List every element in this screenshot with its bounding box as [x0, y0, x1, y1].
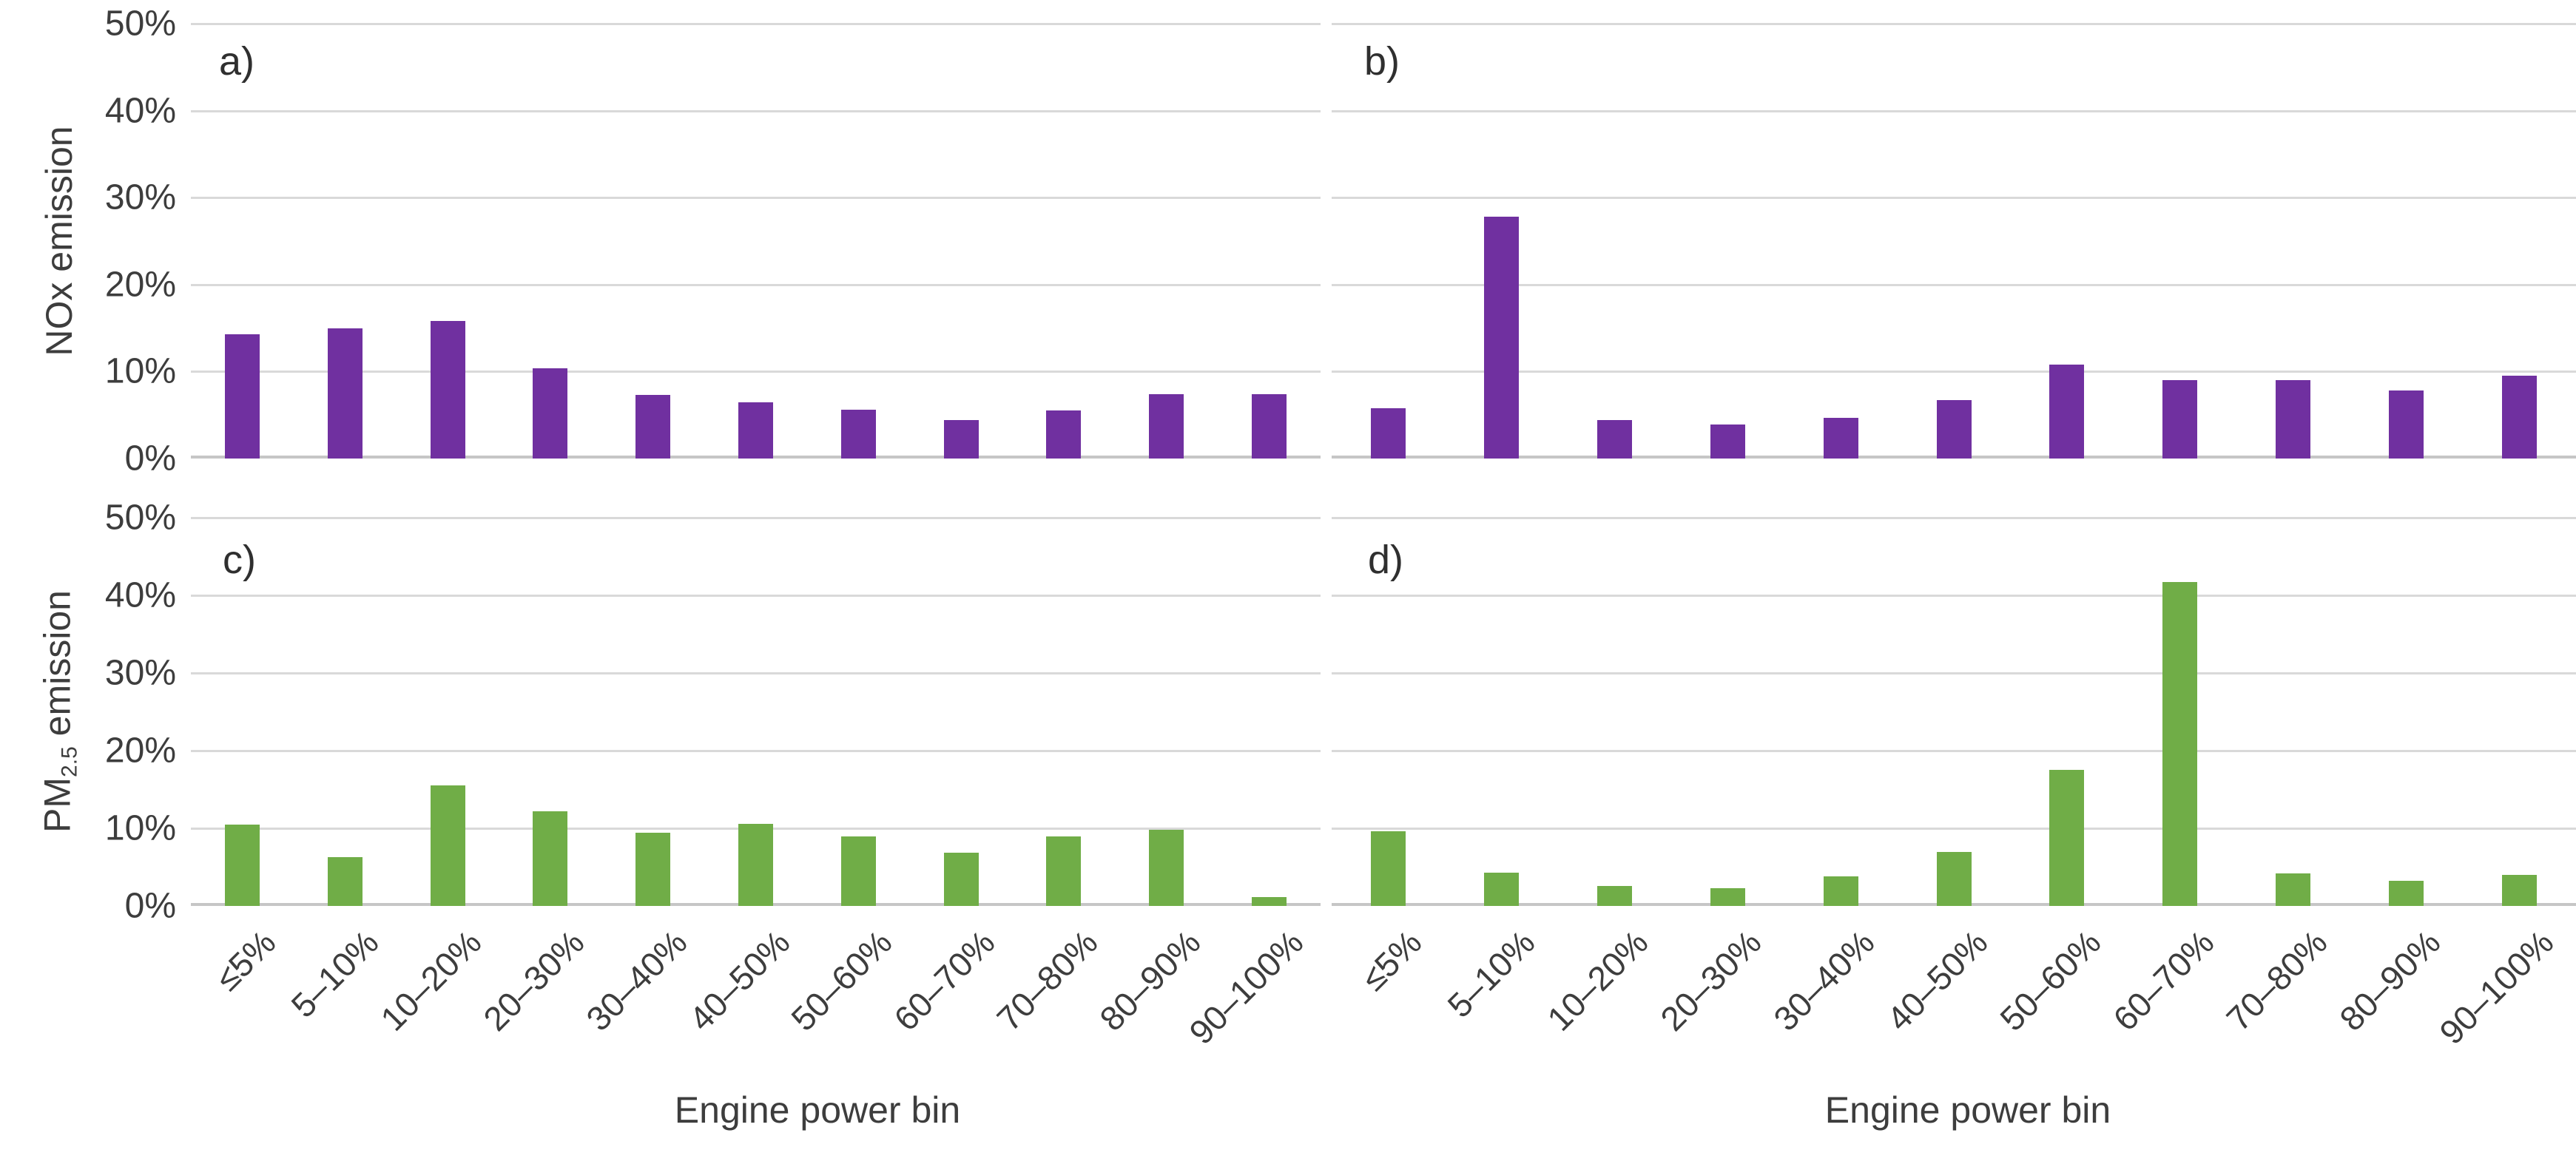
bar [2276, 873, 2311, 906]
bar [1936, 851, 1972, 906]
bar [430, 321, 465, 459]
bar [2162, 380, 2198, 459]
bar [1823, 876, 1858, 906]
bar [2389, 390, 2424, 459]
bar [430, 785, 465, 906]
gridline [1332, 109, 2576, 112]
y-tick-label: 0% [124, 439, 176, 478]
bar [2502, 376, 2538, 459]
bar [1252, 393, 1287, 459]
bar [1252, 897, 1287, 906]
bar [1483, 872, 1519, 906]
bar [533, 811, 568, 906]
bar [738, 823, 773, 906]
y-tick-label: 0% [124, 886, 176, 926]
bar [224, 824, 260, 906]
y-tick-label: 10% [104, 808, 176, 848]
y-tick-label: 10% [104, 351, 176, 391]
x-axis-title: Engine power bin [1824, 1089, 2111, 1131]
bar [635, 833, 671, 906]
gridline [191, 517, 1321, 519]
bar [635, 395, 671, 459]
bar [1483, 217, 1519, 459]
bar [1710, 425, 1745, 459]
bar [533, 368, 568, 459]
gridline [191, 283, 1321, 286]
gridline [1332, 371, 2576, 373]
gridline [1332, 750, 2576, 752]
bar [943, 420, 979, 459]
bar [738, 402, 773, 459]
bar [943, 852, 979, 906]
bar [2276, 380, 2311, 459]
bar [2049, 365, 2085, 459]
bar [2502, 875, 2538, 906]
panel-label-b: b) [1364, 39, 1400, 84]
gridline [191, 197, 1321, 200]
y-tick-label: 40% [104, 575, 176, 615]
gridline [1332, 828, 2576, 830]
panel-b [1332, 23, 2576, 459]
panel-a [191, 23, 1321, 459]
bar [2162, 582, 2198, 906]
gridline [191, 371, 1321, 373]
y-tick-label: 20% [104, 731, 176, 771]
y-axis-title-pm25: PM2.5 emission [36, 590, 83, 833]
bar [1046, 836, 1082, 906]
gridline [191, 595, 1321, 597]
panel-label-c: c) [223, 538, 256, 582]
x-category-label: ≤5% [208, 922, 283, 998]
bar [1596, 885, 1632, 906]
panel-d [1332, 517, 2576, 906]
gridline [191, 109, 1321, 112]
panel-c [191, 517, 1321, 906]
bar [840, 410, 876, 459]
bar [1370, 407, 1406, 459]
gridline [1332, 595, 2576, 597]
y-tick-label: 50% [104, 498, 176, 538]
bar [1370, 831, 1406, 906]
bar [1149, 393, 1184, 459]
bar [224, 334, 260, 459]
y-tick-label: 40% [104, 91, 176, 131]
gridline [1332, 672, 2576, 674]
y-tick-label: 30% [104, 653, 176, 693]
gridline [1332, 517, 2576, 519]
bar [327, 856, 363, 906]
panel-label-d: d) [1368, 538, 1404, 582]
gridline [1332, 23, 2576, 25]
panel-label-a: a) [219, 39, 255, 84]
bar [1936, 400, 1972, 459]
gridline [191, 23, 1321, 25]
bar [2389, 881, 2424, 906]
bar [1710, 887, 1745, 906]
bar [1823, 417, 1858, 459]
bar [2049, 770, 2085, 906]
bar [1596, 420, 1632, 459]
bar [840, 836, 876, 906]
y-axis-title-nox: NOx emission [38, 126, 80, 356]
gridline [1332, 283, 2576, 286]
y-tick-label: 50% [104, 4, 176, 44]
gridline [191, 672, 1321, 674]
y-tick-label: 20% [104, 265, 176, 305]
gridline [1332, 197, 2576, 200]
bar [1149, 830, 1184, 906]
x-axis-title: Engine power bin [674, 1089, 961, 1131]
bar [327, 328, 363, 459]
y-tick-label: 30% [104, 177, 176, 217]
gridline [191, 750, 1321, 752]
bar [1046, 410, 1082, 459]
